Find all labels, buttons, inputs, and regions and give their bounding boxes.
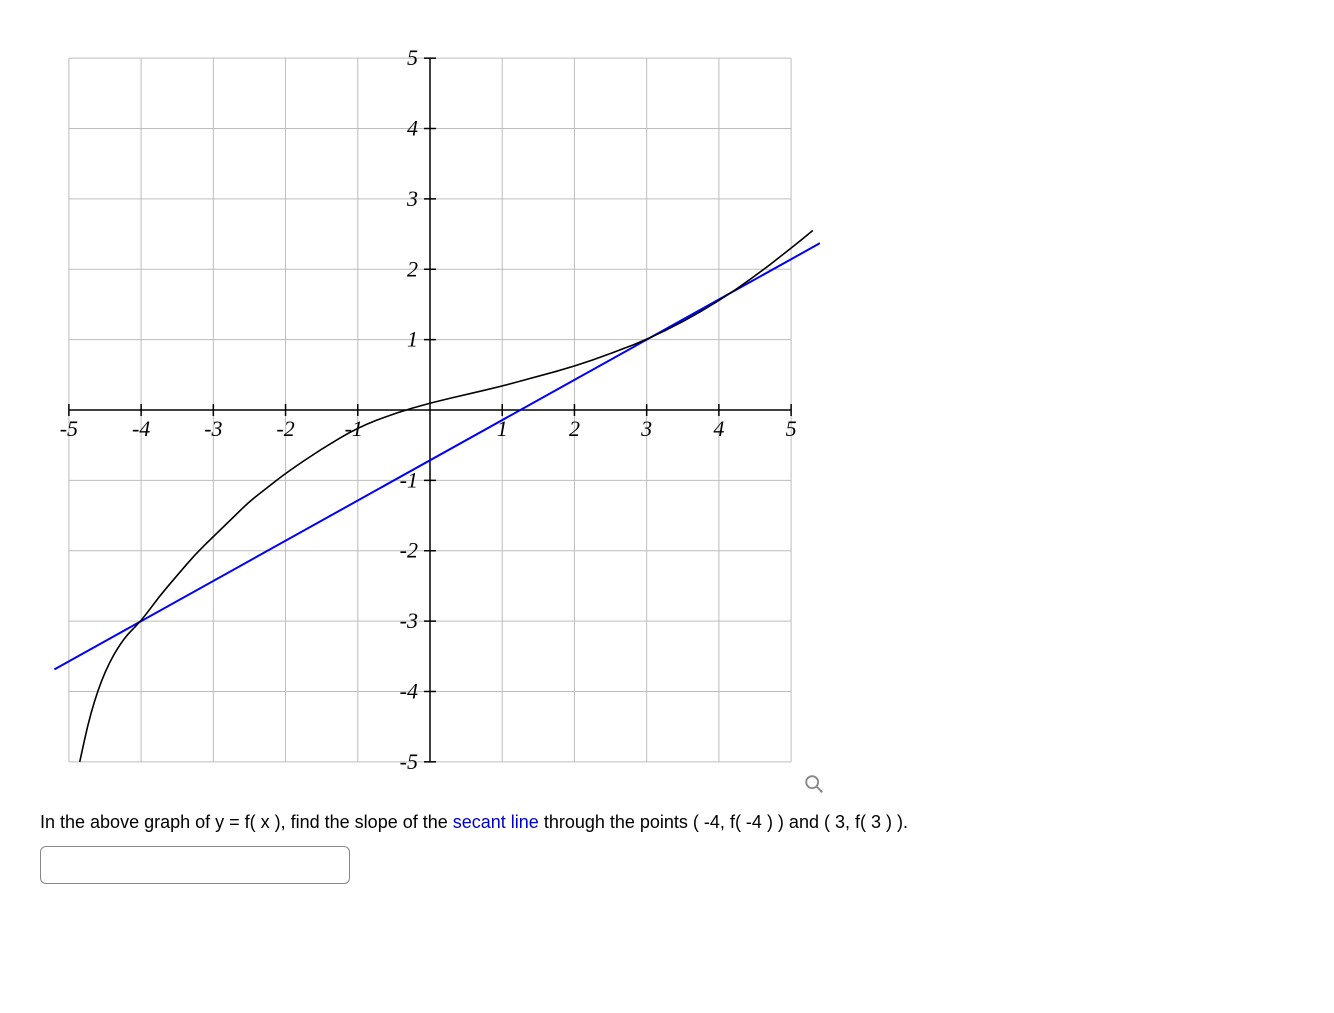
svg-text:-3: -3 xyxy=(204,416,222,441)
secant-graph: -5-4-3-2-112345-5-4-3-2-112345 xyxy=(40,30,820,790)
question-pre: In the above graph of y = f( x ), find t… xyxy=(40,812,453,832)
svg-text:-5: -5 xyxy=(400,749,418,774)
svg-text:2: 2 xyxy=(407,256,418,281)
svg-text:-2: -2 xyxy=(276,416,294,441)
svg-text:-5: -5 xyxy=(60,416,78,441)
svg-text:5: 5 xyxy=(786,416,797,441)
svg-text:4: 4 xyxy=(407,116,418,141)
svg-text:-2: -2 xyxy=(400,538,418,563)
question-text: In the above graph of y = f( x ), find t… xyxy=(40,810,1290,834)
svg-text:3: 3 xyxy=(640,416,652,441)
svg-text:-4: -4 xyxy=(132,416,150,441)
svg-text:1: 1 xyxy=(407,327,418,352)
svg-text:-4: -4 xyxy=(400,678,418,703)
svg-text:4: 4 xyxy=(713,416,724,441)
answer-input[interactable] xyxy=(40,846,350,884)
question-post: through the points ( -4, f( -4 ) ) and (… xyxy=(539,812,908,832)
svg-text:2: 2 xyxy=(569,416,580,441)
svg-text:3: 3 xyxy=(406,186,418,211)
secant-line-link[interactable]: secant line xyxy=(453,812,539,832)
svg-text:-3: -3 xyxy=(400,608,418,633)
svg-text:-1: -1 xyxy=(345,416,363,441)
chart-svg: -5-4-3-2-112345-5-4-3-2-112345 xyxy=(40,30,820,790)
svg-text:5: 5 xyxy=(407,45,418,70)
